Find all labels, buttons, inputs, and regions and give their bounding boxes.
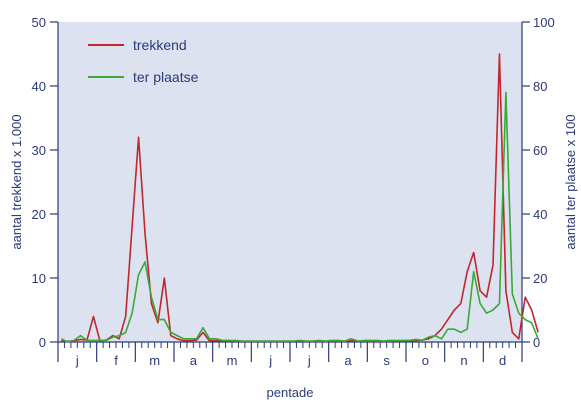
x-month-label: m bbox=[149, 353, 160, 368]
y-axis-left-title: aantal trekkend x 1.000 bbox=[9, 114, 24, 249]
legend-label: trekkend bbox=[133, 37, 187, 53]
x-month-label: s bbox=[383, 353, 390, 368]
x-month-label: a bbox=[190, 353, 198, 368]
series-line-ter-plaatse bbox=[60, 91, 539, 343]
y-right-tick-label: 60 bbox=[533, 143, 547, 158]
y-left-tick-label: 0 bbox=[39, 335, 46, 350]
y-right-tick-label: 80 bbox=[533, 79, 547, 94]
x-month-label: j bbox=[307, 353, 311, 368]
x-month-label: a bbox=[344, 353, 352, 368]
x-month-label: n bbox=[460, 353, 467, 368]
x-month-label: f bbox=[114, 353, 118, 368]
y-axis-right-title: aantal ter plaatse x 100 bbox=[563, 114, 578, 249]
x-month-label: o bbox=[422, 353, 429, 368]
legend-label: ter plaatse bbox=[133, 69, 199, 85]
y-right-tick-label: 100 bbox=[533, 15, 555, 30]
x-axis-title: pentade bbox=[267, 385, 314, 400]
y-left-tick-label: 50 bbox=[32, 15, 46, 30]
y-left-tick-label: 10 bbox=[32, 271, 46, 286]
y-left-tick-label: 40 bbox=[32, 79, 46, 94]
x-month-label: m bbox=[227, 353, 238, 368]
y-right-tick-label: 20 bbox=[533, 271, 547, 286]
y-left-tick-label: 20 bbox=[32, 207, 46, 222]
y-right-tick-label: 0 bbox=[533, 335, 540, 350]
y-right-tick-label: 40 bbox=[533, 207, 547, 222]
x-month-label: j bbox=[75, 353, 79, 368]
y-left-tick-label: 30 bbox=[32, 143, 46, 158]
x-month-label: d bbox=[499, 353, 506, 368]
x-month-label: j bbox=[268, 353, 272, 368]
